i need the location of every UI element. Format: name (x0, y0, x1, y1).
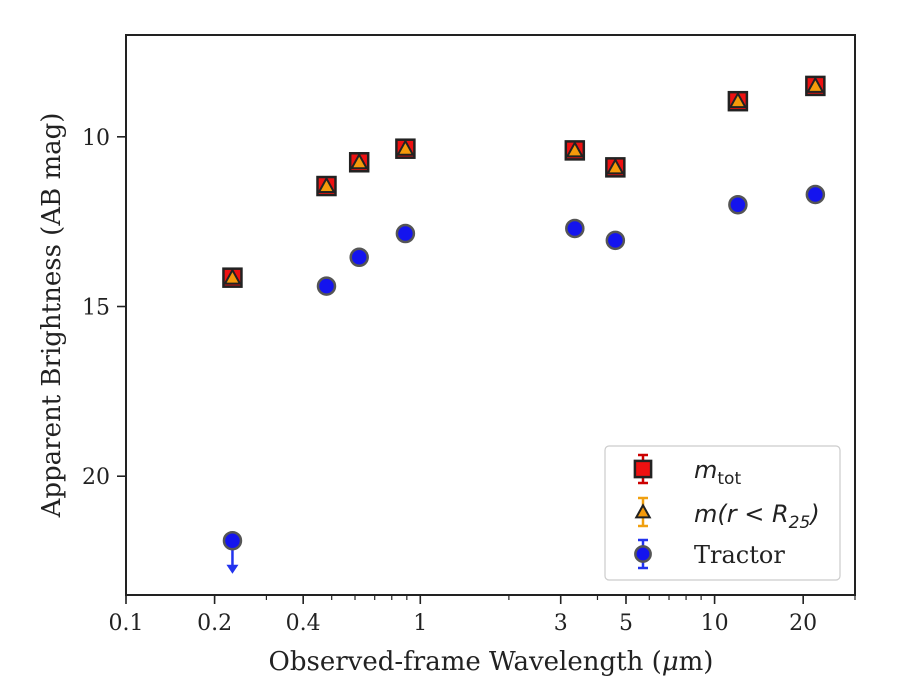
legend-box (604, 445, 841, 581)
data-point (396, 139, 415, 156)
x-tick-label: 0.2 (197, 611, 232, 636)
legend-label-tractor: Tractor (694, 541, 785, 569)
data-point (316, 276, 337, 296)
y-tick-label: 20 (82, 465, 110, 490)
legend-symbols (633, 453, 653, 570)
x-tick-label: 20 (789, 611, 817, 636)
x-tick-label: 3 (554, 611, 568, 636)
series-tractor (222, 184, 826, 574)
data-point (223, 268, 242, 285)
data-point (728, 91, 748, 109)
y-axis-label: Apparent Brightness (AB mag) (37, 113, 67, 519)
data-point (349, 152, 369, 170)
data-point (606, 157, 625, 175)
axes-layer: 0.1 0.2 0.4 1 3 5 10 20 10 15 20 (82, 34, 856, 636)
data-point (806, 76, 825, 93)
series-series-0 (222, 75, 826, 288)
data-point (605, 230, 626, 251)
x-axis-label: Observed-frame Wavelength (μm) (269, 647, 714, 677)
data-point (565, 218, 585, 239)
legend-marker (633, 459, 653, 479)
x-tick-label: 5 (619, 611, 633, 636)
data-point (317, 176, 336, 194)
marks-layer (222, 75, 826, 574)
legend-label-mtot: mtot (694, 456, 741, 489)
x-tick-label: 10 (701, 611, 729, 636)
x-tick-label: 1 (413, 611, 427, 636)
y-tick-label: 10 (82, 126, 110, 151)
data-point (805, 184, 826, 205)
legend: mtot m(r < R25) Tractor (604, 445, 841, 581)
x-tick-label: 0.1 (109, 611, 144, 636)
legend-marker (634, 545, 652, 563)
upper-limit-arrowhead (226, 564, 239, 574)
legend-label-mr25: m(r < R25) (694, 500, 820, 533)
data-point (565, 140, 585, 158)
series-series-1 (223, 76, 825, 285)
data-point (395, 223, 416, 244)
x-tick-label: 0.4 (286, 611, 321, 636)
plot-frame (125, 34, 856, 596)
legend-marker (634, 503, 652, 519)
y-tick-label: 15 (82, 296, 110, 321)
data-point (349, 247, 369, 268)
data-point (728, 194, 748, 215)
data-point (222, 530, 243, 551)
